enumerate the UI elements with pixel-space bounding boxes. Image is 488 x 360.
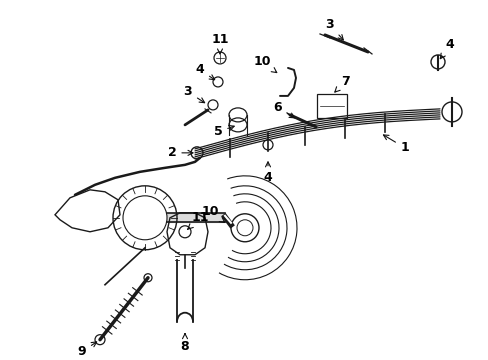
Text: 8: 8 [181,334,189,353]
Text: 6: 6 [273,102,294,118]
Text: 9: 9 [78,342,97,358]
Text: 3: 3 [325,18,343,40]
Text: 5: 5 [213,125,234,138]
Text: 11: 11 [211,33,228,54]
Text: 2: 2 [167,147,193,159]
Text: 4: 4 [439,39,453,59]
Text: 4: 4 [263,162,272,184]
Text: 10: 10 [201,205,224,222]
Text: 7: 7 [334,76,348,92]
Text: 11: 11 [187,211,208,229]
Text: 4: 4 [195,63,214,80]
Text: 10: 10 [253,55,276,73]
Text: 1: 1 [383,135,408,154]
Text: 3: 3 [183,85,204,103]
